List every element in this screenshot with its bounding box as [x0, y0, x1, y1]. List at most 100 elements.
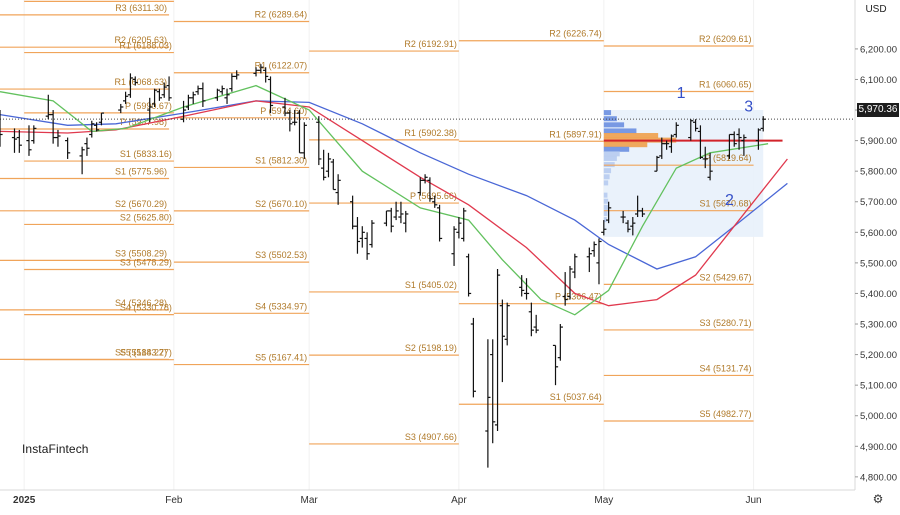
ohlc-bar — [31, 125, 37, 144]
ohlc-bar — [470, 317, 476, 398]
ohlc-bar — [606, 201, 612, 224]
pivot-level-label: P (5974.60) — [260, 106, 307, 116]
pivot-level-label: R1 (6188.03) — [119, 41, 172, 51]
volume-profile-bar — [603, 162, 615, 168]
price-tick-label: 5,900.00 — [860, 136, 897, 147]
pivot-level-label: P (5819.64) — [705, 153, 752, 163]
volume-profile-bar — [603, 142, 648, 148]
volume-profile-bar — [603, 122, 625, 128]
ohlc-bar — [702, 146, 708, 169]
ohlc-bar — [296, 110, 303, 154]
pivot-level-label: S2 (5670.10) — [255, 199, 307, 209]
ohlc-bar — [180, 100, 187, 123]
pivot-level-label: S2 (5625.80) — [120, 212, 172, 222]
ohlc-bar — [200, 82, 206, 107]
ohlc-bar — [65, 137, 71, 159]
volume-profile-bar — [603, 110, 612, 116]
ohlc-bar — [79, 146, 85, 175]
ohlc-bar — [195, 85, 201, 95]
ohlc-bar — [586, 247, 592, 273]
pivot-level-label: R2 (6192.91) — [404, 39, 457, 49]
price-tick-label: 5,300.00 — [860, 320, 897, 331]
volume-profile-bar — [603, 133, 659, 139]
ohlc-bar — [151, 88, 158, 107]
pivot-level-label: R1 (6068.63) — [115, 77, 168, 87]
ohlc-bar — [485, 339, 491, 468]
ohlc-bar — [741, 134, 747, 156]
pivot-level-label: S3 (5508.29) — [115, 248, 167, 258]
ohlc-bar — [659, 137, 665, 159]
currency-label[interactable]: USD — [865, 4, 887, 15]
ohlc-bar — [427, 177, 433, 202]
ohlc-bar — [688, 119, 694, 141]
ohlc-bar — [147, 97, 153, 123]
pivot-level-label: S3 (5280.71) — [700, 318, 752, 328]
ohlc-bar — [692, 119, 699, 132]
ohlc-bar — [122, 91, 129, 104]
volume-profile-bar — [603, 204, 609, 210]
ohlc-bar — [552, 344, 559, 386]
ohlc-bar — [557, 324, 563, 361]
moving-average-line — [0, 84, 769, 316]
price-tick-label: 5,800.00 — [860, 167, 897, 178]
ohlc-bar — [625, 220, 631, 233]
ohlc-bar — [267, 76, 274, 114]
ohlc-bar — [84, 137, 90, 156]
pivot-level-label: S2 (5429.67) — [700, 272, 752, 282]
ohlc-bar — [166, 76, 172, 101]
gear-icon[interactable]: ⚙ — [872, 492, 884, 506]
pivot-level-label: S5 (5183.27) — [120, 348, 172, 358]
volume-profile-bar — [603, 192, 608, 198]
ohlc-bar — [731, 131, 737, 147]
ohlc-bar — [697, 125, 704, 159]
ohlc-bar — [224, 88, 230, 104]
pivot-level-label: S1 (5037.64) — [550, 392, 602, 402]
volume-profile-bar — [603, 198, 609, 204]
ohlc-bar — [601, 220, 607, 236]
pivot-level-label: R2 (6209.61) — [699, 34, 752, 44]
time-tick-label: Feb — [165, 495, 183, 506]
price-tick-label: 6,100.00 — [860, 75, 897, 86]
ohlc-bar — [417, 177, 423, 196]
ohlc-bar — [620, 210, 626, 224]
pivot-level-label: S1 (5670.68) — [700, 199, 752, 209]
ohlc-bar — [325, 152, 332, 178]
ohlc-bar — [0, 110, 3, 147]
ohlc-bar — [253, 67, 259, 77]
ohlc-bar — [562, 272, 568, 306]
pivot-level-label: R2 (6205.63) — [115, 35, 168, 45]
pivot-level-label: R3 (6311.30) — [115, 3, 167, 13]
ohlc-bar — [287, 110, 293, 132]
ohlc-bar — [726, 133, 733, 159]
ohlc-bar — [190, 91, 196, 104]
time-tick-label: Apr — [451, 495, 467, 506]
price-tick-label: 5,000.00 — [860, 411, 897, 422]
ohlc-bar — [436, 204, 443, 242]
ohlc-bar — [465, 253, 472, 297]
ohlc-bar — [572, 253, 578, 279]
wave-annotation-label: 3 — [744, 99, 753, 116]
pivot-level-label: R2 (6226.74) — [549, 29, 602, 39]
volume-profile-bar — [603, 168, 612, 174]
ohlc-bar — [282, 97, 288, 117]
ohlc-bar — [330, 158, 336, 191]
ohlc-bar — [263, 67, 269, 83]
pivot-level-label: S3 (4907.66) — [405, 432, 457, 442]
pivot-level-label: R1 (5897.91) — [549, 129, 602, 139]
time-tick-label: May — [594, 495, 613, 506]
ohlc-bar — [11, 128, 18, 153]
brand-logo: InstaFintech — [22, 442, 89, 456]
ohlc-bar — [403, 210, 409, 233]
ohlc-bar — [432, 195, 438, 208]
volume-profile-bar — [603, 174, 610, 180]
ohlc-bar — [89, 120, 95, 138]
pivot-level-label: R1 (6122.07) — [255, 61, 308, 71]
ohlc-bar — [736, 128, 742, 150]
ohlc-bar — [16, 129, 22, 153]
ohlc-bar — [707, 152, 713, 181]
ohlc-bar — [456, 217, 462, 239]
ohlc-bar — [654, 155, 660, 172]
